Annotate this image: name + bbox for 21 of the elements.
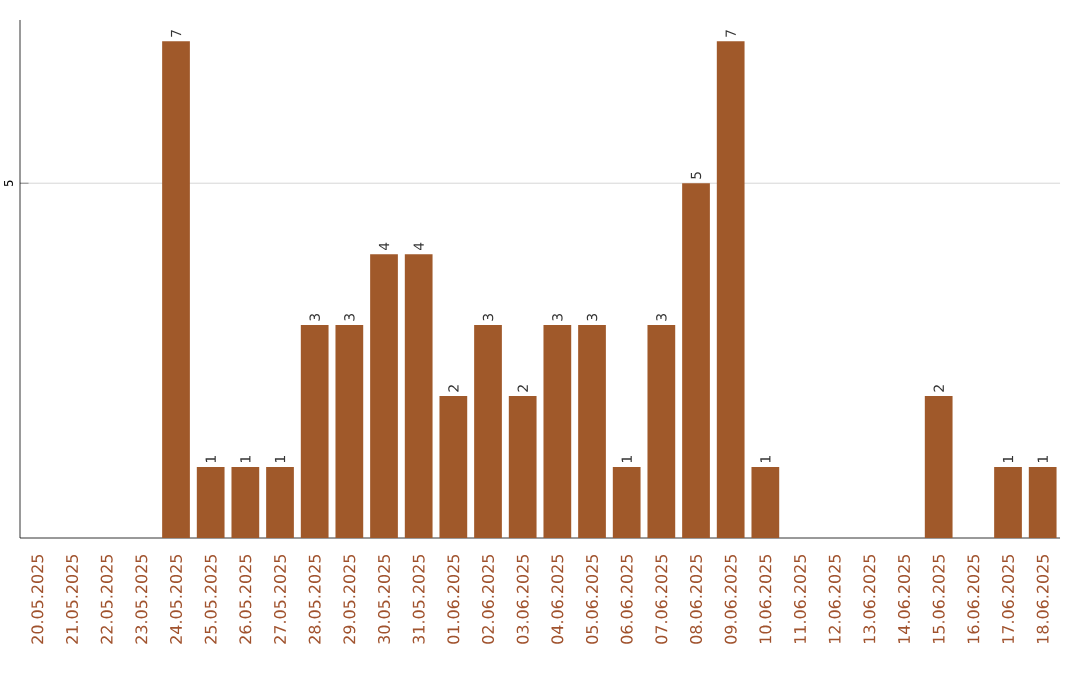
- bar: [578, 325, 606, 538]
- bar: [647, 325, 676, 538]
- bar: [300, 325, 329, 538]
- bar: [924, 396, 953, 538]
- bar: [508, 396, 537, 538]
- bar: [162, 41, 190, 538]
- bar: [404, 254, 433, 538]
- bar: [1028, 467, 1057, 538]
- bar: [751, 467, 780, 538]
- bar: [716, 41, 745, 538]
- bar: [543, 325, 572, 538]
- bar: [370, 254, 398, 538]
- bar: [474, 325, 502, 538]
- bar: [439, 396, 468, 538]
- bar: [682, 183, 710, 538]
- bar: [266, 467, 294, 538]
- bar: [612, 467, 641, 538]
- bar: [335, 325, 364, 538]
- bar: [231, 467, 260, 538]
- bar: [994, 467, 1022, 538]
- bar: [196, 467, 225, 538]
